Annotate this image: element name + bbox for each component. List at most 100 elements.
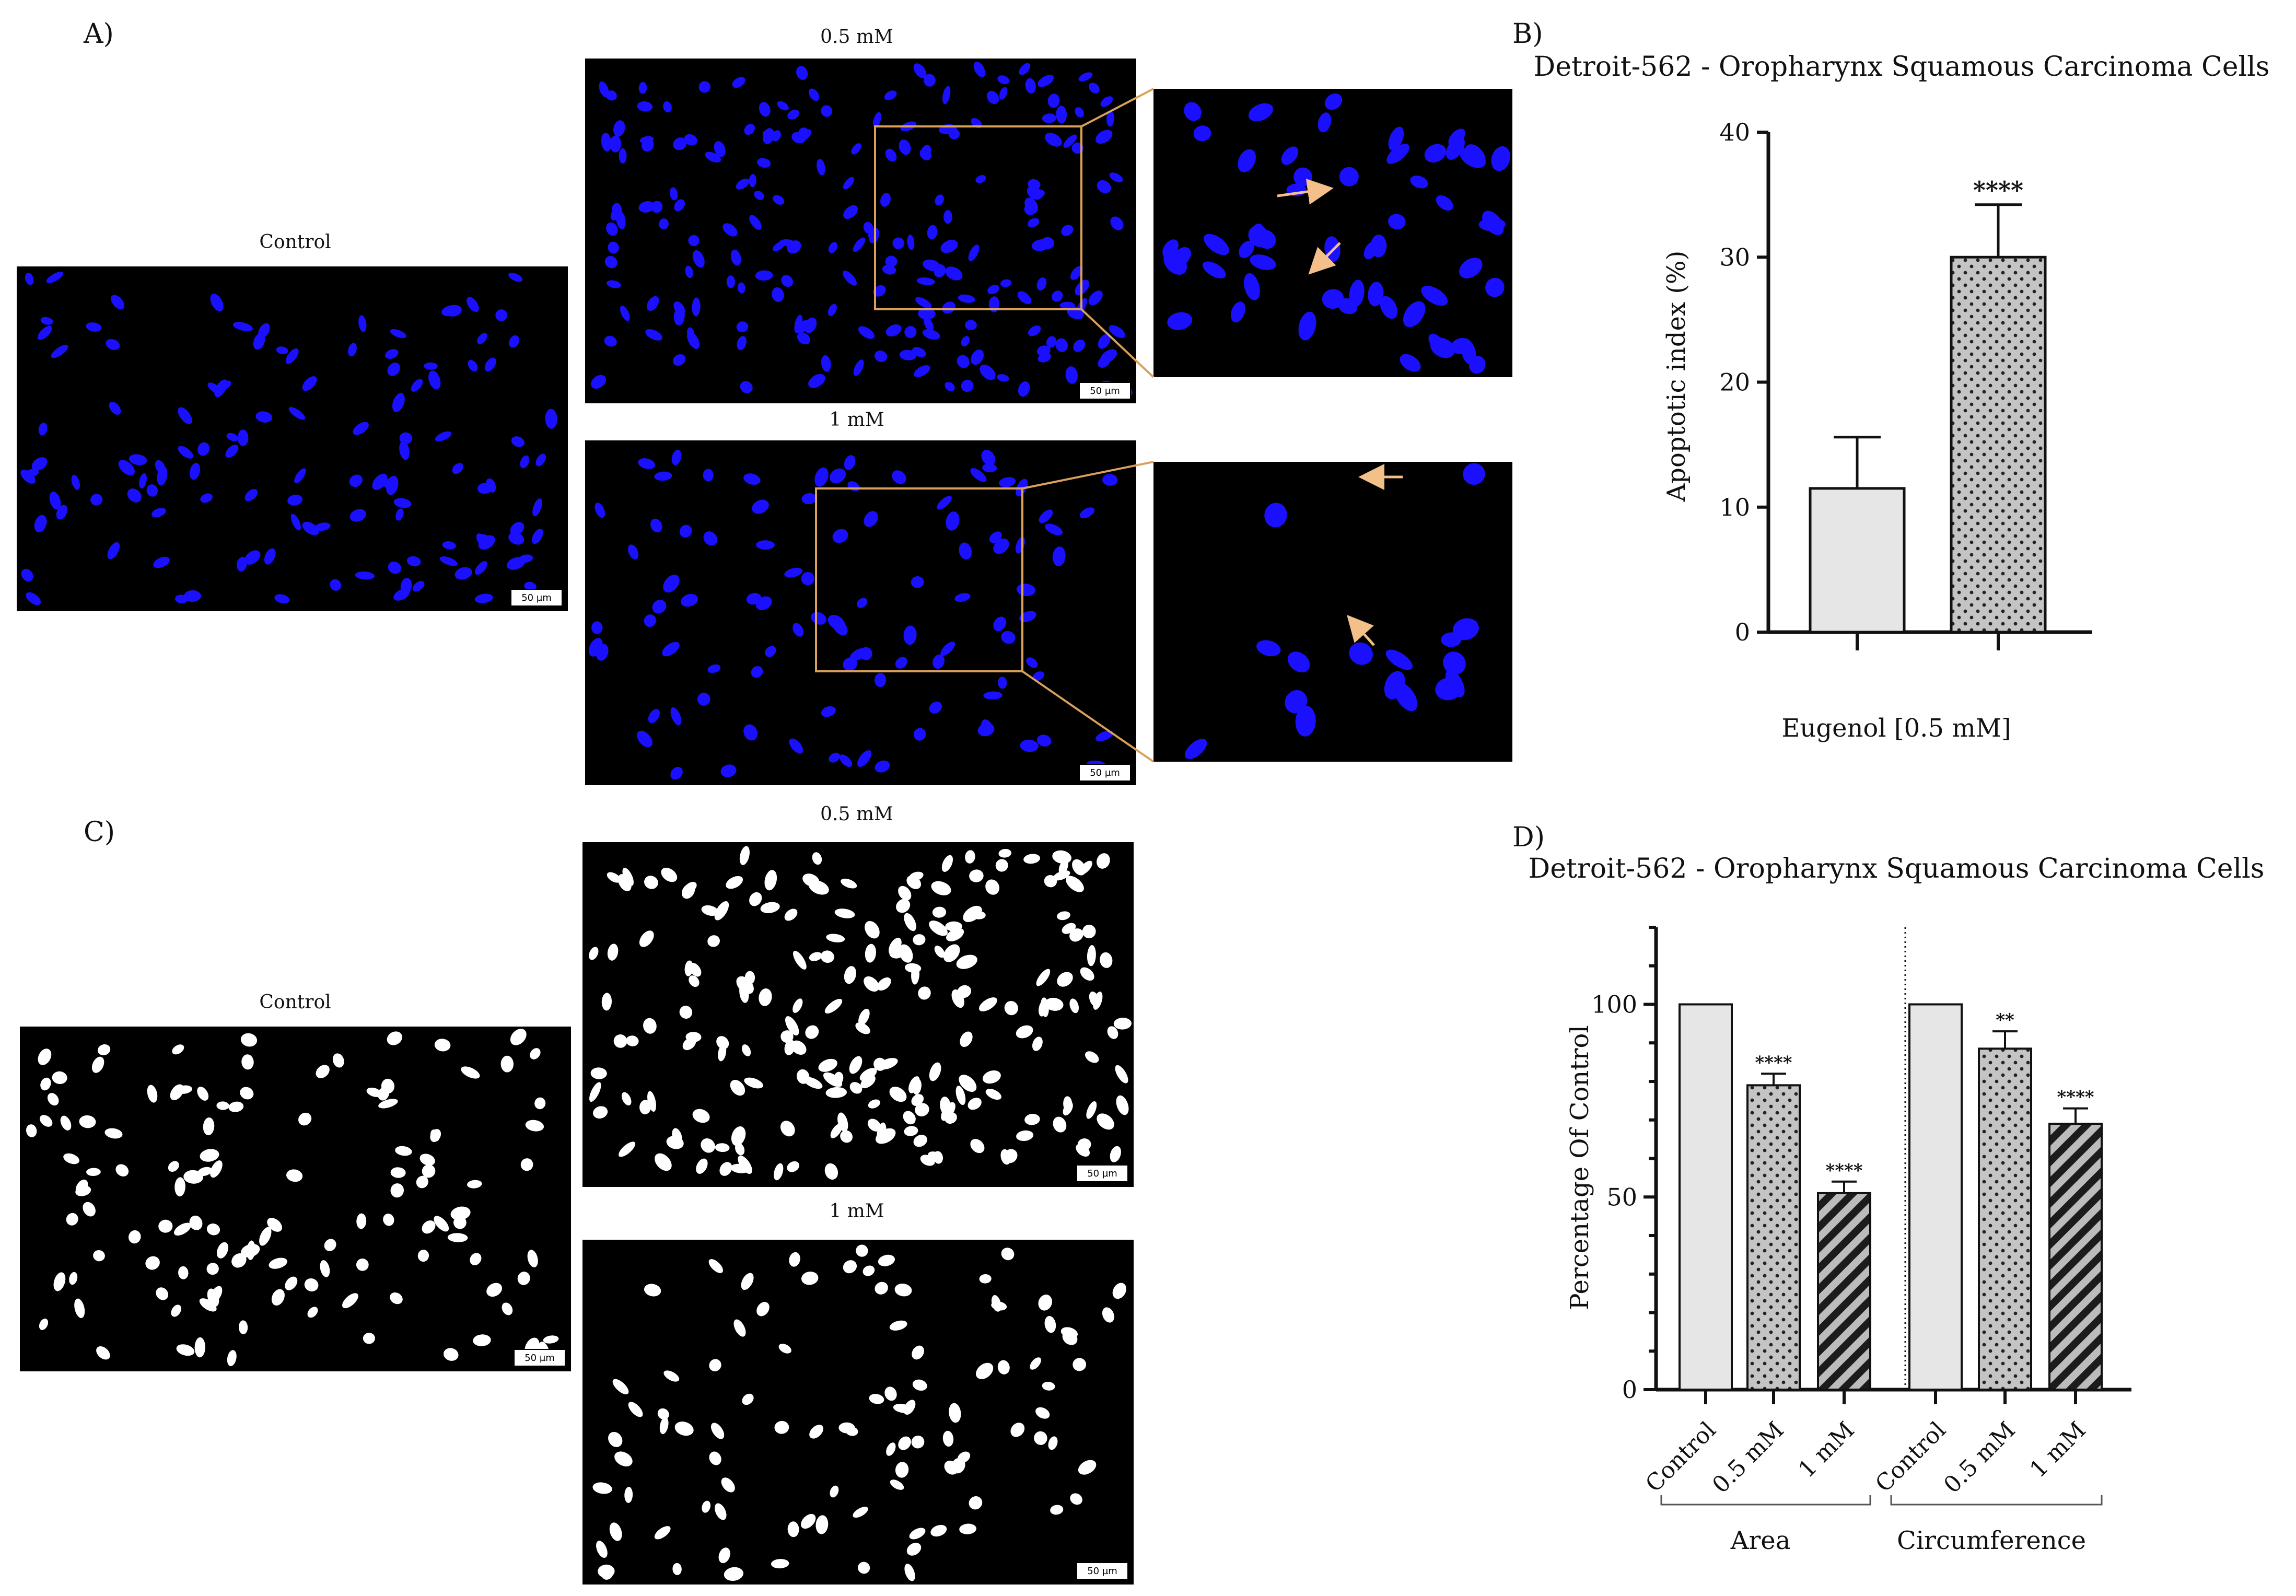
nucleus: [626, 1035, 639, 1046]
panel-label-d: D): [1512, 822, 1545, 853]
nucleus: [730, 249, 741, 266]
nucleus: [1204, 234, 1229, 255]
nucleus: [1063, 1096, 1073, 1113]
nucleus: [778, 1344, 791, 1354]
nucleus: [843, 657, 858, 671]
nucleus: [863, 222, 873, 234]
nucleus: [987, 285, 999, 294]
nucleus: [710, 1423, 725, 1439]
nucleus: [949, 1403, 961, 1423]
nucleus: [1044, 1315, 1056, 1333]
nucleus: [867, 1119, 881, 1132]
nucleus: [687, 327, 695, 340]
nucleus: [1436, 195, 1453, 211]
nucleus: [828, 304, 837, 317]
nucleus: [933, 654, 945, 669]
nucleus: [304, 1278, 319, 1292]
nucleus: [976, 1362, 994, 1379]
nucleus: [916, 277, 935, 285]
nucleus: [853, 1507, 868, 1518]
chart-b-y-tick-label: 30: [1719, 243, 1750, 271]
nucleus: [1100, 96, 1113, 107]
nucleus: [51, 345, 68, 358]
nucleus: [969, 1496, 983, 1510]
nucleus: [801, 1272, 819, 1285]
nucleus: [960, 1031, 973, 1047]
nucleus: [643, 1018, 657, 1034]
nucleus: [1086, 1101, 1097, 1119]
nucleus: [543, 1335, 559, 1344]
nucleus: [808, 88, 820, 101]
nucleus: [1385, 649, 1413, 670]
nucleus: [707, 664, 721, 673]
label-one-mm-c: 1 mM: [829, 1201, 884, 1222]
nucleus: [453, 1216, 467, 1229]
nucleus: [1036, 277, 1047, 291]
nucleus: [826, 934, 845, 942]
nucleus: [330, 579, 342, 591]
nucleus: [612, 1379, 629, 1394]
chart-b-significance: ****: [1973, 176, 2023, 204]
nucleus: [899, 350, 917, 360]
nucleus: [1097, 853, 1110, 869]
nucleus: [701, 905, 719, 916]
nucleus: [1070, 266, 1083, 280]
nucleus: [508, 273, 523, 282]
nucleus: [637, 101, 653, 112]
nucleus: [885, 148, 897, 162]
nucleus: [844, 966, 856, 984]
chart-d-title: Detroit-562 - Oropharynx Squamous Carcin…: [1529, 853, 2265, 884]
nucleus: [267, 1218, 282, 1232]
nucleus: [830, 1123, 843, 1138]
nucleus: [999, 477, 1016, 487]
nucleus: [945, 381, 955, 391]
svg-text:50 µm: 50 µm: [521, 592, 552, 603]
nucleus: [1288, 651, 1310, 673]
nucleus: [1020, 739, 1039, 752]
nucleus: [468, 359, 478, 372]
nucleus: [484, 357, 496, 371]
nucleus: [1045, 523, 1063, 535]
nucleus: [91, 1056, 104, 1073]
nucleus: [608, 1431, 623, 1447]
nucleus: [1349, 279, 1365, 307]
nucleus: [875, 351, 888, 362]
nucleus: [828, 614, 845, 630]
scale-bar-control-dapi: 50 µm: [510, 589, 563, 607]
nucleus: [899, 139, 911, 155]
nucleus: [385, 349, 399, 359]
nucleus: [908, 871, 924, 881]
nucleus: [814, 467, 829, 487]
nucleus: [915, 297, 932, 309]
nucleus: [801, 1513, 816, 1529]
nucleus: [889, 946, 905, 959]
nucleus: [999, 87, 1008, 100]
nucleus: [904, 1564, 915, 1581]
nucleus: [985, 879, 999, 895]
nucleus: [232, 322, 253, 332]
nucleus: [726, 876, 743, 889]
nucleus: [942, 301, 956, 314]
nucleus: [780, 1121, 795, 1137]
nucleus: [1167, 312, 1193, 330]
nucleus: [796, 320, 810, 333]
nucleus: [1080, 967, 1094, 981]
nucleus: [613, 1034, 627, 1048]
nucleus: [176, 1085, 192, 1094]
nucleus: [294, 468, 306, 484]
nucleus: [206, 1263, 219, 1275]
nucleus: [825, 1087, 847, 1098]
nucleus: [40, 1077, 51, 1091]
nucleus: [1107, 1026, 1118, 1039]
nucleus: [876, 1128, 896, 1144]
nucleus: [25, 469, 39, 477]
nucleus: [1057, 972, 1073, 987]
nucleus: [216, 1242, 229, 1259]
nucleus: [692, 1109, 710, 1123]
nucleus: [855, 1022, 870, 1034]
nucleus: [1001, 1248, 1015, 1261]
nucleus: [657, 1408, 669, 1420]
label-half-mm-a: 0.5 mM: [820, 26, 893, 48]
nucleus: [943, 210, 952, 224]
